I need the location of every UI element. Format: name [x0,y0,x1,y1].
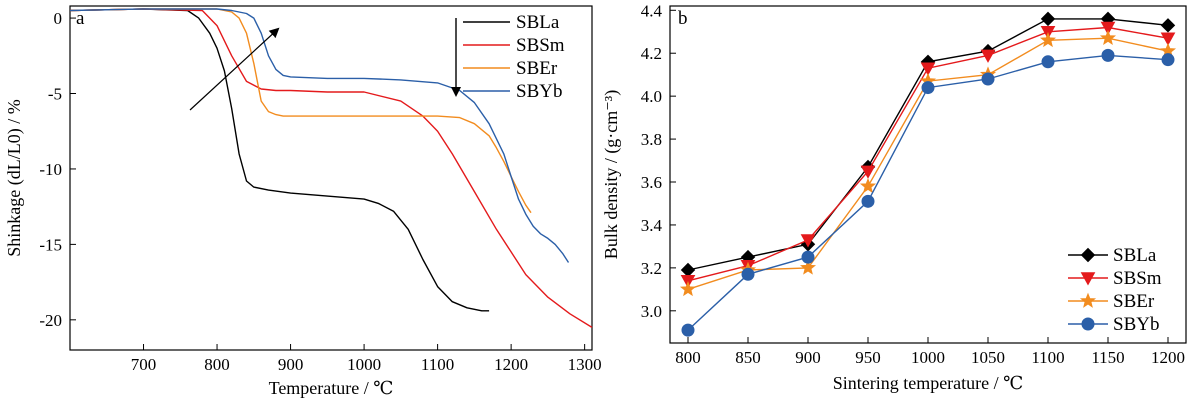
y-tick-label: -20 [39,311,62,330]
x-tick-label: 800 [204,355,230,374]
series-line-sbyb [687,54,1169,331]
data-point-sbla [1160,18,1176,33]
x-tick-label: 950 [855,348,881,367]
x-tick-label: 850 [735,348,761,367]
x-tick-label: 1050 [971,348,1005,367]
y-tick-label: 3.0 [641,302,662,321]
x-tick-label: 1000 [347,355,381,374]
y-tick-label: 3.6 [641,173,662,192]
x-tick-label: 700 [131,355,157,374]
data-point-sber [1039,31,1057,48]
legend-marker-sbyb [1081,317,1095,331]
data-point-sbsm [980,49,996,63]
y-tick-label: -10 [39,160,62,179]
data-point-sbla [680,262,696,278]
x-tick-label: 1150 [1091,348,1124,367]
data-point-sbyb [1161,53,1175,67]
legend-label-sber: SBEr [516,58,558,79]
x-tick-label: 1100 [421,355,454,374]
x-axis-label: Temperature / ℃ [269,378,394,398]
data-point-sbla [1040,11,1056,27]
series-line-sbyb [69,8,570,263]
data-point-sbsm [1160,32,1176,46]
x-tick-label: 1200 [1151,348,1185,367]
y-tick-label: -5 [48,85,62,104]
data-point-sbyb [741,267,755,281]
y-tick-label: 3.4 [641,216,663,235]
x-tick-label: 900 [278,355,304,374]
data-point-sbyb [681,323,695,337]
legend-label-sbsm: SBSm [516,35,565,56]
x-tick-label: 1000 [911,348,945,367]
x-tick-label: 900 [795,348,821,367]
y-tick-label: -15 [39,235,62,254]
panel-label-b: b [678,8,688,29]
legend-label-sbyb: SBYb [1113,314,1159,335]
legend-label-sbla: SBLa [516,12,560,33]
data-point-sbyb [921,81,935,95]
y-axis-label: Shinkage (dL/L0) / % [4,99,25,256]
data-point-sbyb [1101,48,1115,62]
legend-label-sbsm: SBSm [1113,268,1162,289]
data-point-sbsm [800,234,816,248]
y-axis-label: Bulk density / (g·cm⁻³) [601,90,622,259]
panel-label-a: a [76,8,85,29]
x-axis-label: Sintering temperature / ℃ [833,373,1024,393]
data-point-sbsm [920,62,936,76]
plot-frame [69,5,593,351]
data-point-sbsm [1100,21,1116,35]
data-point-sber [679,280,697,297]
chart-panel-b: 800 850 900 950 1000 1050 1100 1150 1200 3.0 3.2 3.… [601,1,1187,393]
data-point-sbyb [981,72,995,86]
y-tick-label: 4.2 [641,44,662,63]
series-line-sber [69,8,532,214]
x-tick-label: 1100 [1031,348,1064,367]
y-tick-label: 4.0 [641,87,662,106]
legend-marker-sbsm [1080,272,1096,286]
data-point-sbsm [860,165,876,179]
y-tick-label: 3.2 [641,259,662,278]
data-point-sbyb [1041,55,1055,69]
legend-label-sbyb: SBYb [516,81,562,102]
data-point-sber [799,259,817,275]
data-point-sber [1099,29,1117,46]
x-tick-label: 800 [675,348,701,367]
data-point-sber [859,177,877,194]
y-tick-label: 3.8 [641,130,662,149]
y-tick-label: 0 [54,9,63,28]
annotation-arrow-diagonal [189,27,280,111]
x-tick-label: 1300 [568,355,602,374]
x-tick-label: 1200 [494,355,528,374]
legend-marker-sber [1079,292,1097,308]
data-point-sbyb [861,194,875,208]
y-tick-label: 4.4 [641,1,663,20]
series-line-sbla [69,8,490,312]
series-line-sbsm [69,8,593,328]
legend-marker-sbla [1080,247,1096,263]
chart-panel-a: 700 800 900 1000 1100 1200 1300 0 -5 -10 -15 -20 Tem… [4,5,602,398]
legend-label-sber: SBEr [1113,291,1155,312]
legend-label-sbla: SBLa [1113,245,1157,266]
data-point-sbyb [801,250,815,264]
